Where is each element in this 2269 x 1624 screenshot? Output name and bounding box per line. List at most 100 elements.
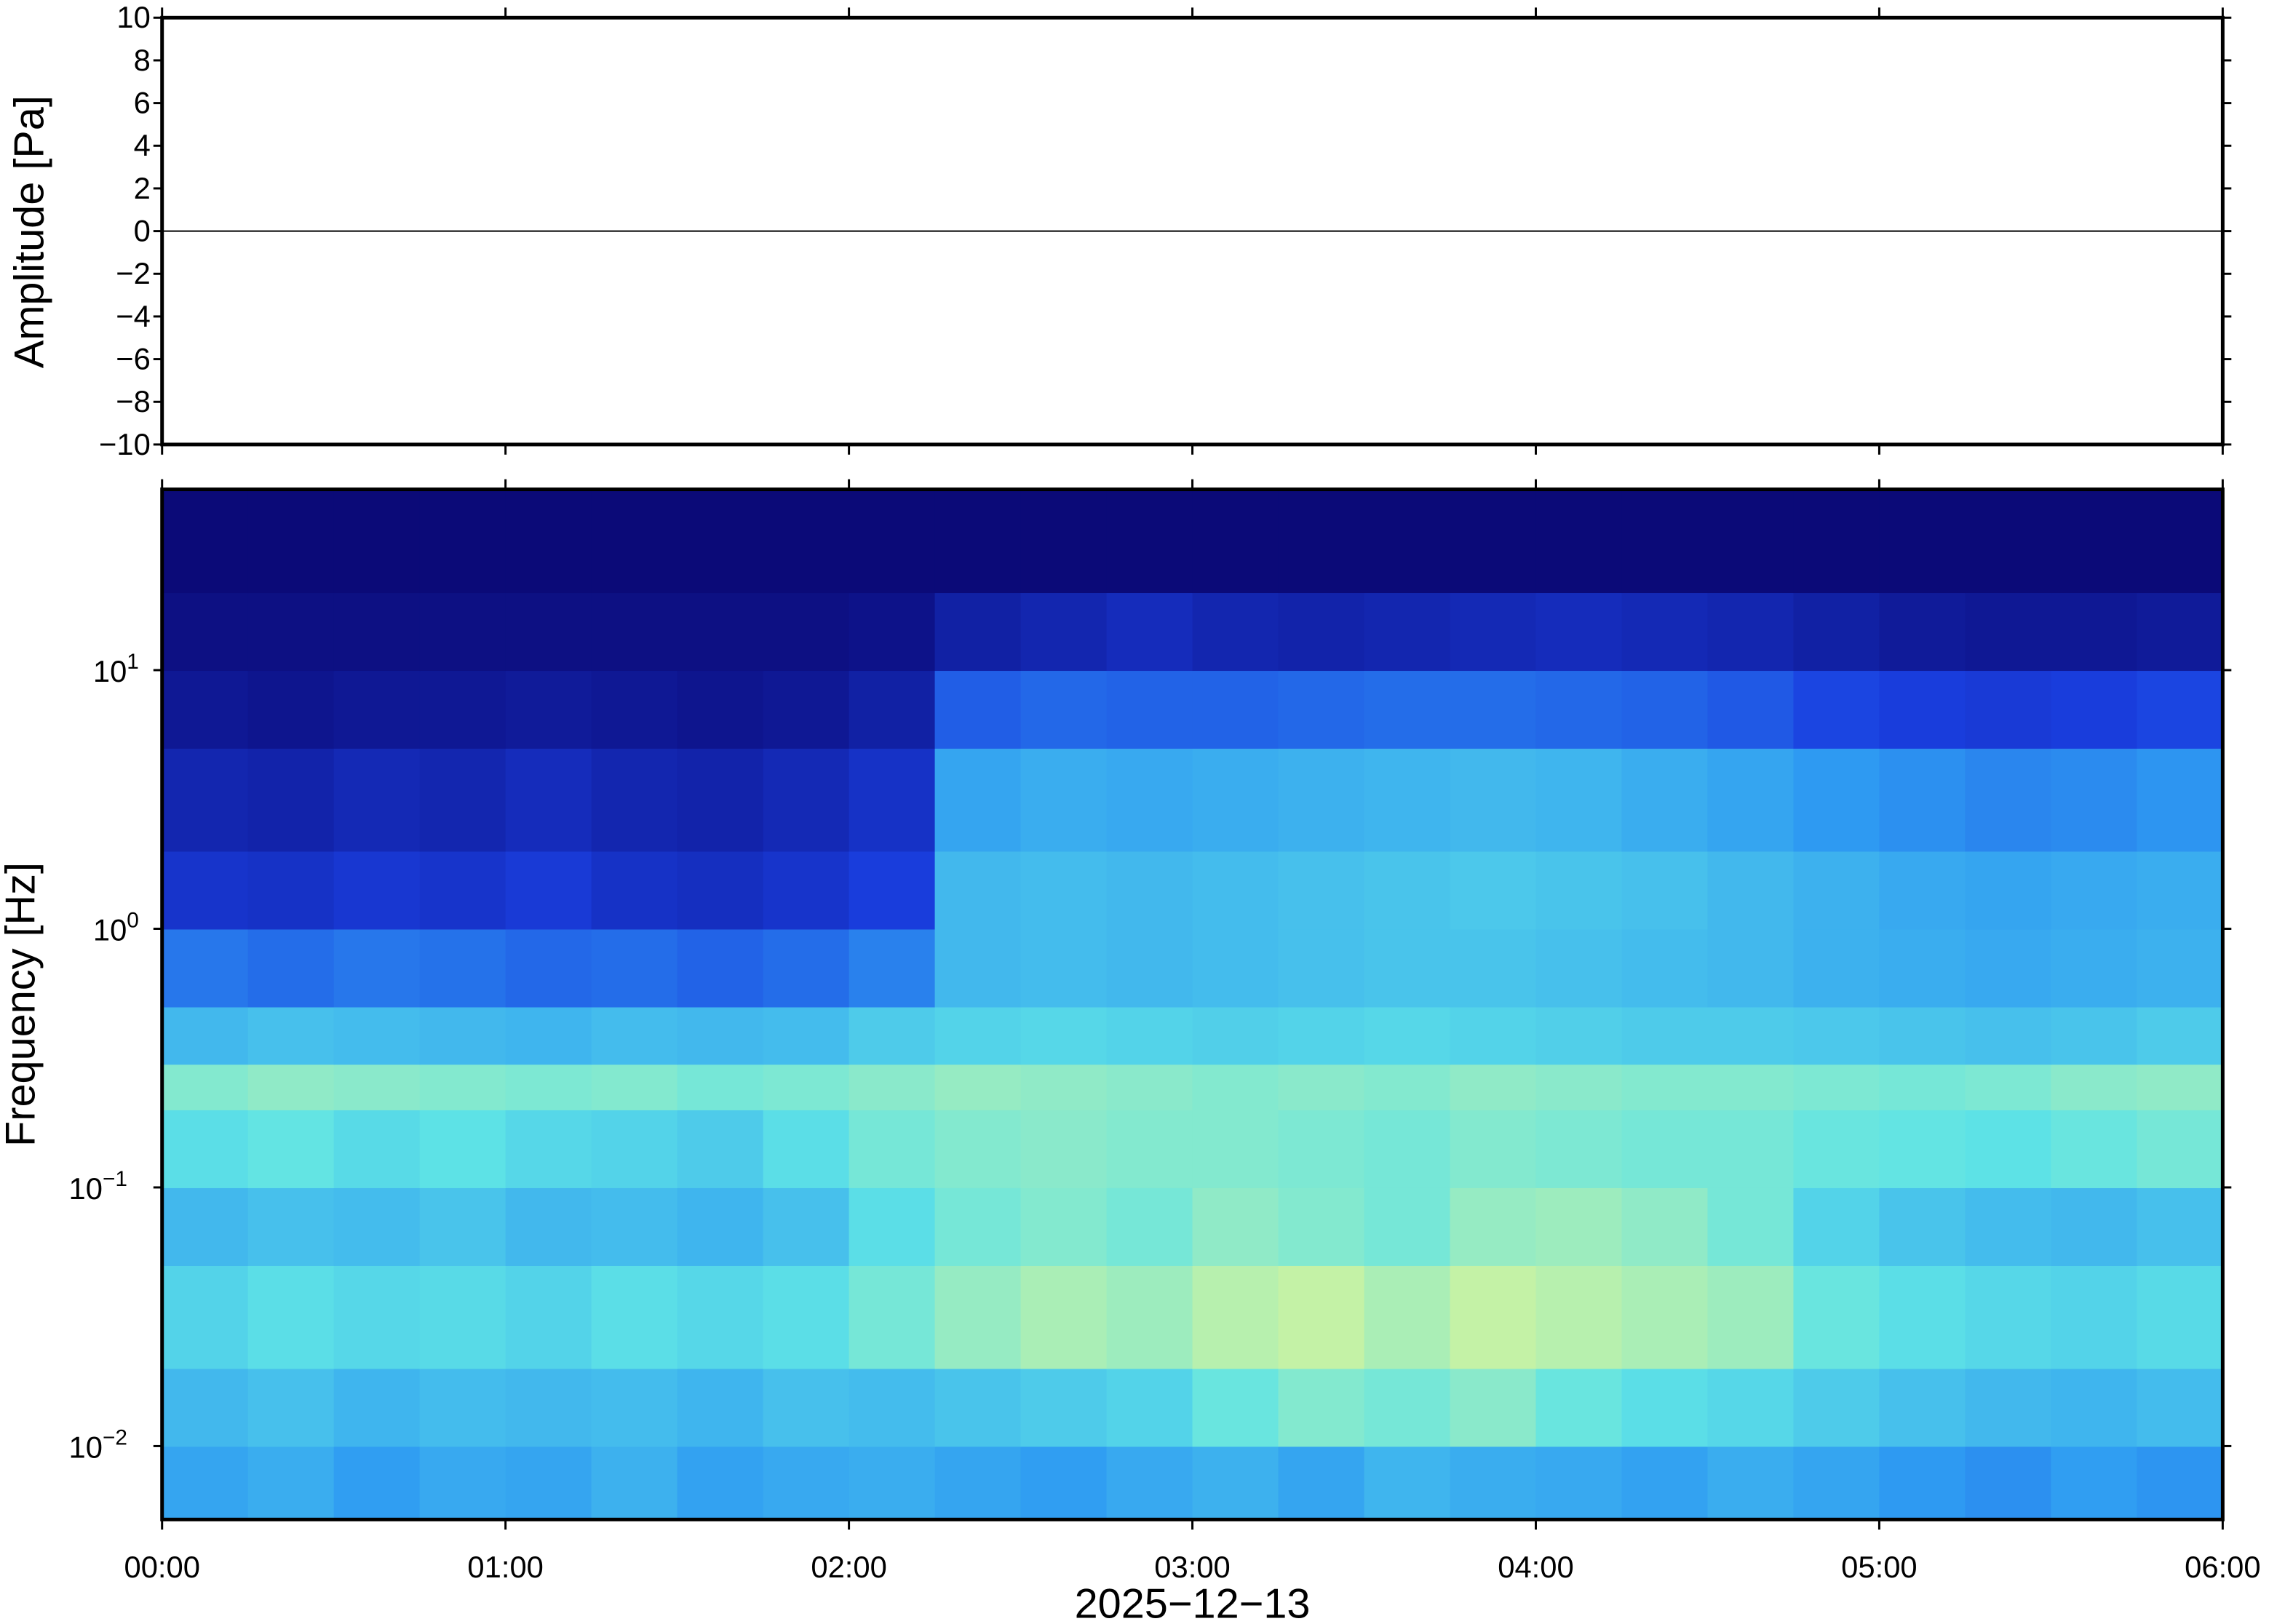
spectrogram-cell [2137,928,2224,1008]
spectrogram-cell [1364,1187,1451,1266]
spectrogram-cell [677,1006,764,1065]
spectrogram-cell [763,1006,850,1065]
spectrogram-cell [162,1265,249,1369]
spectrogram-cell [419,592,506,672]
spectrogram-cell [591,748,678,852]
spectrogram-cell [1106,1446,1193,1521]
spectrogram-cell [2137,1006,2224,1065]
spectrogram-cell [2137,851,2224,930]
spectrogram-cell [1793,851,1880,930]
y-tick-label: 10−2 [69,1425,127,1464]
spectrogram-cell [677,592,764,672]
spectrogram-cell [1020,1265,1108,1369]
spectrogram-cell [1450,1006,1537,1065]
spectrogram-cell [1106,1006,1193,1065]
spectrogram-cell [1020,851,1108,930]
spectrogram-cell [2137,1446,2224,1521]
spectrogram-cell [247,1187,335,1266]
spectrogram-cell [1364,1006,1451,1065]
spectrogram-cell [1535,670,1623,749]
spectrogram-cell [1192,1446,1279,1521]
spectrogram-cell [1278,851,1365,930]
spectrogram-cell [1793,1265,1880,1369]
spectrogram-cell [333,928,421,1008]
spectrogram-cell [591,670,678,749]
spectrogram-cell [1106,748,1193,852]
spectrogram-cell [1450,592,1537,672]
spectrogram-cell [591,1368,678,1447]
y-axis-label: Amplitude [Pa] [7,95,53,368]
spectrogram-cell [1020,1006,1108,1065]
spectrogram-cell [677,1109,764,1188]
spectrogram-cell [934,670,1022,749]
spectrogram-cell [1364,1446,1451,1521]
spectrogram-cell [1879,1446,1966,1521]
spectrogram-cell [1793,1109,1880,1188]
spectrogram-cell [1707,670,1795,749]
spectrogram-cell [247,1446,335,1521]
spectrogram-cell [1793,1368,1880,1447]
spectrogram-cell [1364,1368,1451,1447]
spectrogram-cell [2137,748,2224,852]
spectrogram-cell [677,1368,764,1447]
spectrogram-cell [505,748,592,852]
spectrogram-cell [934,1265,1022,1369]
spectrogram-cell [849,1446,936,1521]
spectrogram-cell [1621,851,1709,930]
spectrogram-cell [162,592,249,672]
spectrogram-cell [1278,1006,1365,1065]
spectrogram-cell [1364,748,1451,852]
spectrogram-cell [1106,670,1193,749]
spectrogram-cell [1278,1187,1365,1266]
spectrogram-cell [1621,489,1709,594]
spectrogram-cell [1450,851,1537,930]
spectrogram-cell [247,1109,335,1188]
x-tick-label: 01:00 [467,1550,543,1584]
spectrogram-cell [333,592,421,672]
spectrogram-cell [333,1446,421,1521]
spectrogram-cell [2051,851,2138,930]
spectrogram-cell [1621,1006,1709,1065]
spectrogram-cell [849,1064,936,1110]
spectrogram-cell [1020,1368,1108,1447]
y-tick-label: −6 [116,342,151,376]
spectrogram-cell [2051,1446,2138,1521]
spectrogram-cell [1621,670,1709,749]
spectrogram-cell [1020,670,1108,749]
spectrogram-cell [333,748,421,852]
spectrogram-cell [162,748,249,852]
spectrogram-cell [934,1446,1022,1521]
spectrogram-cell [677,670,764,749]
spectrogram-cell [763,1064,850,1110]
spectrogram-cell [591,1265,678,1369]
spectrogram-cell [934,748,1022,852]
spectrogram-cell [1793,1187,1880,1266]
spectrogram-cell [591,592,678,672]
spectrogram-cell [849,670,936,749]
spectrogram-cell [419,928,506,1008]
spectrogram-cell [162,1368,249,1447]
spectrogram-cell [162,1006,249,1065]
spectrogram-cell [162,928,249,1008]
spectrogram-cell [1707,1064,1795,1110]
spectrogram-cell [1364,851,1451,930]
spectrogram-cell [849,592,936,672]
spectrogram-cell [763,748,850,852]
spectrogram-cell [1793,489,1880,594]
spectrogram-cell [1106,592,1193,672]
spectrogram-cell [1879,928,1966,1008]
spectrogram-cell [1364,670,1451,749]
spectrogram-cell [934,592,1022,672]
y-tick-label: 2 [134,171,151,205]
spectrogram-cell [934,1368,1022,1447]
spectrogram-cell [419,1446,506,1521]
spectrogram-cell [1879,592,1966,672]
spectrogram-cell [1793,670,1880,749]
spectrogram-cell [1450,748,1537,852]
spectrogram-cell [1879,489,1966,594]
spectrogram-cell [677,851,764,930]
spectrogram-cell [1192,748,1279,852]
spectrogram-cell [677,1064,764,1110]
spectrogram-cell [247,928,335,1008]
spectrogram-cell [1278,1265,1365,1369]
